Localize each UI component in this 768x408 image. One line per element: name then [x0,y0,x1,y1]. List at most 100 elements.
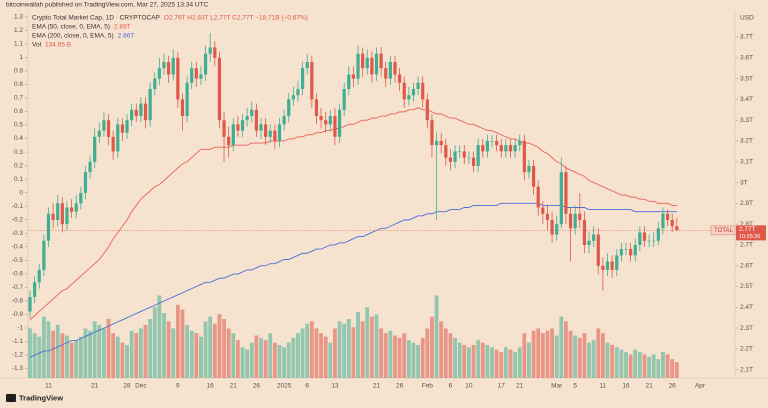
y2-tick-label: -0.5 [12,257,24,264]
candle-body [670,219,674,227]
candle-body [592,234,596,241]
candle-body [536,186,540,208]
candle-body [578,213,582,220]
volume-bar [397,337,402,378]
y-tick-label: 2.5T [740,283,753,290]
volume-bar [185,324,189,378]
candle-body [481,145,485,152]
logo-text: TradingView [19,393,63,402]
y-tick-label: 2.3T [740,325,753,332]
candle-body [46,213,51,241]
candle-body [615,255,619,270]
volume-bar [46,321,51,378]
volume-bar [674,362,679,378]
volume-bar [115,336,120,378]
candle-body [333,116,337,137]
x-tick-label: 2025 [277,383,292,390]
candle-body [425,99,429,121]
volume-bar [78,336,83,378]
candle-body [610,261,614,270]
volume-bar [670,359,675,378]
legend-value: 2.89T [114,24,131,31]
candle-body [176,57,180,100]
volume-bar [379,328,384,378]
y2-tick-label: 1.2 [14,27,23,34]
volume-bar [577,337,582,378]
volume-bar [245,349,250,378]
y2-tick-label: 0.8 [14,81,23,88]
candle-body [467,157,471,159]
candle-body [60,203,64,225]
candle-body [411,89,416,96]
symbol-tag: TOTAL [714,228,733,234]
volume-bar [522,333,527,378]
candle-body [624,249,628,250]
volume-bar [453,337,457,378]
candle-body [421,82,425,100]
candle-body [324,120,328,125]
candle-body [596,234,600,266]
candle-body [351,74,356,79]
y2-tick-label: 0.9 [14,68,23,75]
volume-bar [291,337,296,378]
candle-body [675,226,679,231]
legend-title: Crypto Total Market Cap, 1D · CRYPTOCAP [32,15,160,22]
candle-body [337,109,342,137]
volume-bar [476,340,481,378]
volume-bar [647,356,651,378]
candle-body [185,82,189,117]
ema-line [29,202,677,358]
volume-bar [236,340,240,378]
x-tick-label: 13 [331,383,339,390]
volume-bar [637,352,642,378]
y2-tick-label: -0.7 [12,284,24,291]
candle-body [471,157,476,166]
price-countdown: 10:25:36 [739,234,760,240]
y-tick-label: 2.4T [740,304,753,311]
candle-body [180,99,185,117]
candle-body [522,140,526,173]
y2-tick-label: 0.6 [14,108,23,115]
volume-bar [254,335,259,378]
candle-body [527,165,531,173]
x-tick-label: 21 [373,383,381,390]
volume-bar [471,344,476,378]
volume-bar [587,342,591,378]
volume-bar [134,333,139,378]
x-tick-label: 11 [45,383,52,390]
candle-body [134,109,138,117]
volume-bar [97,324,102,378]
volume-bar [499,352,504,378]
candle-body [559,172,563,225]
volume-bar [564,321,568,378]
volume-bar [513,352,518,378]
volume-bar [656,359,661,378]
candle-body [388,61,392,79]
volume-bar [624,352,628,378]
candle-body [490,140,494,142]
volume-bar [383,333,388,378]
volume-bar [65,335,69,378]
candle-body [407,95,411,100]
x-tick-label: 6 [305,383,309,390]
volume-bar [37,336,42,378]
volume-bar [596,328,601,378]
candle-body [568,213,573,229]
volume-bar [480,342,485,378]
candle-body [319,116,323,121]
price-tag: 2.77T [739,226,756,233]
y2-tick-label: -0.3 [12,230,24,237]
volume-bar [591,340,596,378]
candle-body [582,219,587,245]
y2-tick-label: 0.2 [14,162,23,169]
y2-tick-label: 1 [19,54,23,61]
volume-bar [614,347,619,378]
volume-bar [503,347,508,378]
candle-body [33,282,37,297]
volume-bar [536,328,541,378]
candle-body [203,53,208,75]
candle-body [296,89,300,96]
candle-body [310,61,314,100]
volume-bar [222,319,226,378]
volume-bar [268,333,273,378]
